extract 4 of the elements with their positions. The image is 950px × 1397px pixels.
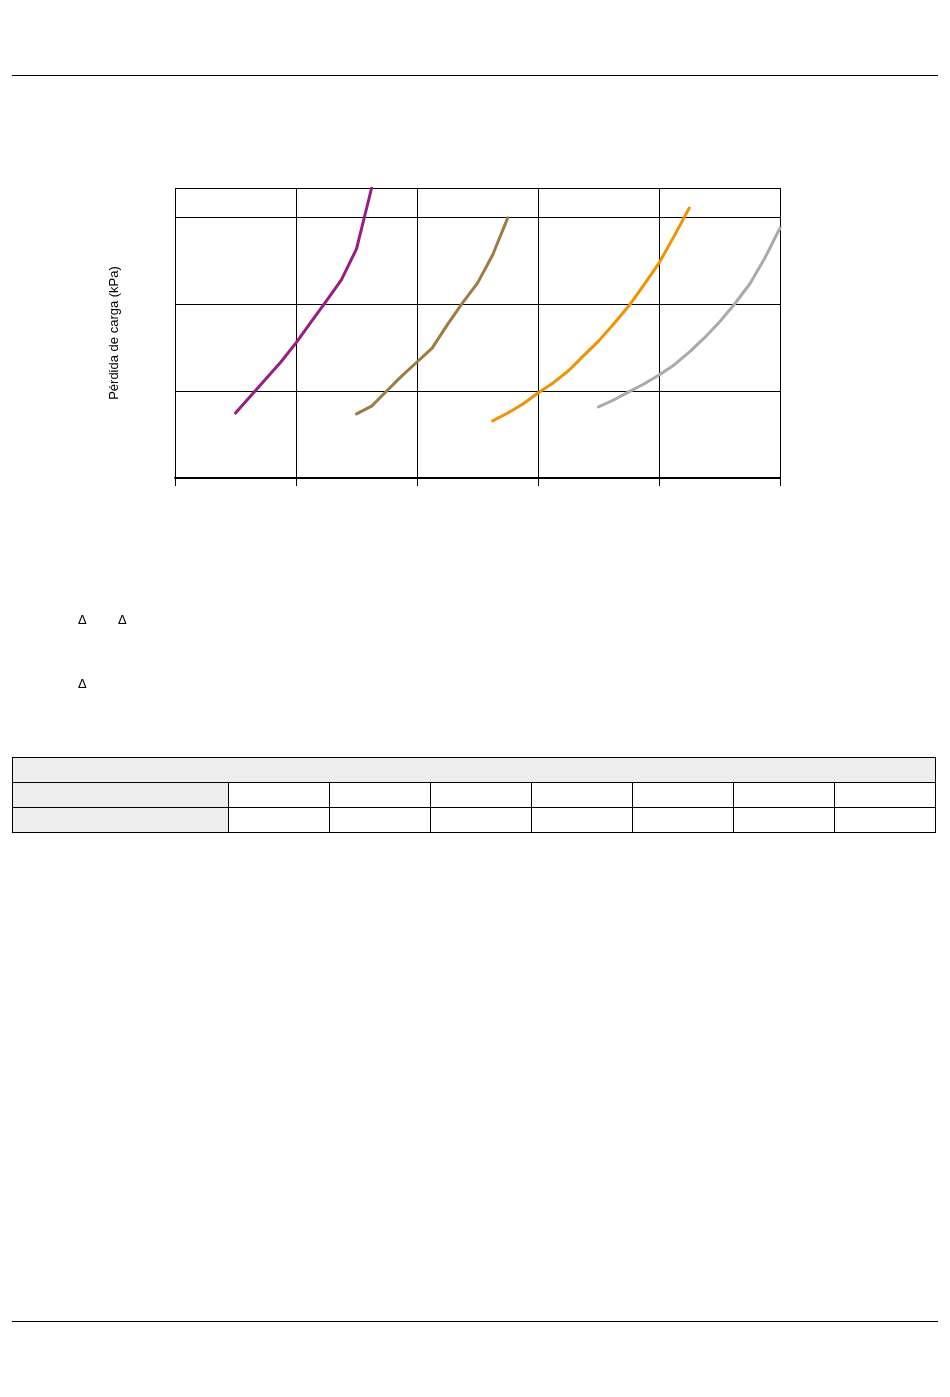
text: Δ	[78, 612, 87, 627]
text: Δ	[118, 612, 127, 627]
text: Δ	[78, 676, 87, 691]
y-axis-title: Pérdida de carga (kPa)	[106, 266, 121, 400]
